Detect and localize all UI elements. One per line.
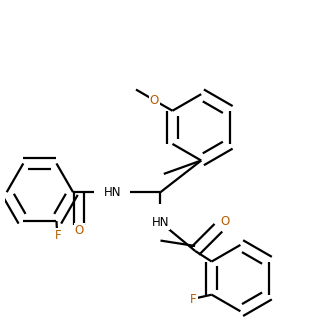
Text: F: F [190,293,197,306]
Text: F: F [55,229,61,242]
Text: O: O [75,224,84,237]
Text: HN: HN [152,216,169,229]
Text: O: O [149,93,159,107]
Text: HN: HN [103,186,121,199]
Text: O: O [220,215,230,228]
